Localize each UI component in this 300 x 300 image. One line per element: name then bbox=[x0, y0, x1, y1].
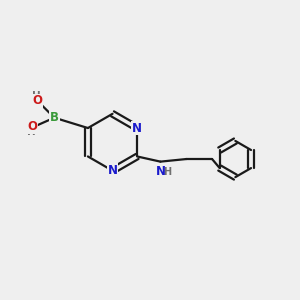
Text: N: N bbox=[132, 122, 142, 134]
Text: H: H bbox=[32, 91, 40, 101]
Text: O: O bbox=[27, 120, 37, 133]
Text: B: B bbox=[50, 111, 59, 124]
Text: H: H bbox=[163, 167, 171, 177]
Text: N: N bbox=[107, 164, 118, 177]
Text: N: N bbox=[155, 166, 165, 178]
Text: H: H bbox=[27, 127, 35, 137]
Text: O: O bbox=[32, 94, 43, 107]
